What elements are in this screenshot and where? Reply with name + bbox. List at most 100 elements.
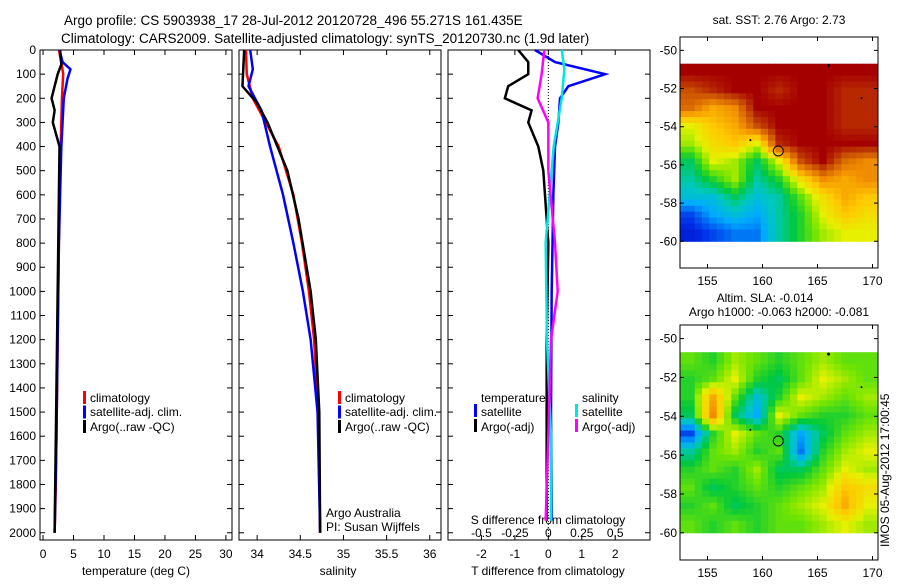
salinity-panel: salinity climatology satellite-adj. clim… (238, 49, 442, 578)
heatmap-cell (804, 472, 813, 480)
heatmap-cell (870, 211, 879, 219)
heatmap-cell (812, 394, 820, 401)
heatmap-cell (804, 526, 813, 534)
heatmap-cell (790, 111, 798, 118)
heatmap-cell (826, 193, 835, 201)
heatmap-cell (856, 478, 864, 486)
heatmap-cell (768, 508, 776, 516)
heatmap-cell (724, 418, 732, 425)
heatmap-cell (870, 152, 879, 159)
heatmap-cell (870, 188, 879, 195)
heatmap-cell (746, 188, 754, 195)
heatmap-cell (819, 146, 828, 153)
heatmap-cell (863, 93, 872, 100)
heatmap-cell (753, 442, 762, 449)
heatmap-cell (804, 478, 813, 486)
heatmap-cell (694, 412, 703, 419)
heatmap-cell (841, 430, 850, 437)
heatmap-cell (826, 140, 835, 148)
heatmap-cell (716, 81, 725, 88)
heatmap-cell (804, 358, 813, 365)
heatmap-cell (702, 484, 710, 492)
heatmap-cell (804, 176, 813, 183)
y-tick-label: 1400 (9, 381, 36, 395)
heatmap-cell (775, 478, 784, 486)
heatmap-cell (782, 490, 791, 498)
heatmap-cell (702, 93, 710, 100)
heatmap-cell (760, 418, 769, 425)
heatmap-cell (687, 63, 696, 71)
heatmap-cell (812, 466, 820, 474)
heatmap-cell (687, 376, 696, 383)
heatmap-cell (819, 134, 828, 142)
heatmap-cell (782, 370, 791, 377)
heatmap-cell (819, 484, 828, 492)
heatmap-cell (812, 105, 820, 112)
heatmap-cell (834, 81, 842, 88)
heatmap-cell (694, 81, 703, 88)
heatmap-cell (702, 502, 710, 510)
heatmap-cell (834, 128, 842, 136)
heatmap-cell (863, 358, 872, 365)
heatmap-cell (856, 217, 864, 224)
heatmap-cell (826, 99, 835, 106)
heatmap-cell (731, 388, 740, 395)
y-tick-label: 500 (16, 164, 36, 178)
heatmap-cell (870, 140, 879, 148)
heatmap-cell (863, 454, 872, 461)
heatmap-cell (797, 472, 806, 480)
heatmap-cell (819, 490, 828, 498)
heatmap-cell (775, 358, 784, 365)
heatmap-cell (687, 134, 696, 142)
heatmap-cell (856, 526, 864, 534)
heatmap-cell (731, 376, 740, 383)
heatmap-cell (848, 211, 857, 219)
heatmap-cell (680, 134, 688, 142)
heatmap-cell (782, 205, 791, 213)
heatmap-cell (856, 376, 864, 383)
heatmap-cell (753, 176, 762, 183)
legend-satellite-adj: satellite-adj. clim. (345, 405, 437, 419)
heatmap-cell (797, 87, 806, 94)
heatmap-cell (856, 508, 864, 516)
heatmap-cell (782, 117, 791, 124)
heatmap-cell (709, 93, 718, 100)
heatmap-cell (848, 75, 857, 82)
heatmap-cell (775, 205, 784, 213)
heatmap-cell (694, 424, 703, 431)
heatmap-cell (724, 376, 732, 383)
heatmap-cell (760, 442, 769, 449)
heatmap-cell (856, 235, 864, 242)
heatmap-cell (819, 193, 828, 201)
argo-float-marker (772, 145, 784, 157)
heatmap-cell (856, 352, 864, 359)
heatmap-cell (724, 364, 732, 371)
heatmap-cell (746, 436, 754, 443)
heatmap-cell (760, 235, 769, 242)
heatmap-cell (841, 472, 850, 480)
heatmap-cell (746, 352, 754, 359)
heatmap-cell (819, 508, 828, 516)
heatmap-cell (856, 364, 864, 371)
heatmap-cell (731, 364, 740, 371)
heatmap-cell (687, 514, 696, 522)
heatmap-cell (760, 502, 769, 510)
heatmap-cell (856, 400, 864, 407)
heatmap-cell (834, 436, 842, 443)
heatmap-cell (760, 370, 769, 377)
heatmap-cell (753, 520, 762, 528)
heatmap-cell (826, 128, 835, 136)
heatmap-cell (702, 99, 710, 106)
heatmap-cell (768, 376, 776, 383)
heatmap-cell (702, 182, 710, 189)
heatmap-cell (702, 412, 710, 419)
heatmap-cell (790, 217, 798, 224)
heatmap-cell (812, 217, 820, 224)
heatmap-cell (694, 454, 703, 461)
heatmap-cell (738, 364, 747, 371)
heatmap-cell (746, 496, 754, 504)
heatmap-cell (863, 376, 872, 383)
heatmap-cell (702, 400, 710, 407)
heatmap-cell (841, 69, 850, 76)
heatmap-cell (694, 170, 703, 177)
